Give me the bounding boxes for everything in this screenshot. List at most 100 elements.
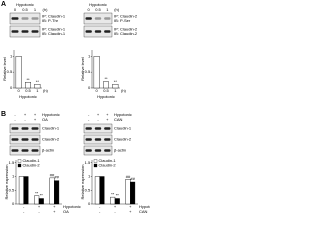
condition-name: CAN — [114, 117, 123, 122]
bar — [54, 180, 60, 205]
blot-label: β-actin — [114, 148, 126, 153]
bar — [114, 198, 120, 205]
significance: ## — [54, 175, 59, 180]
bar — [93, 56, 100, 89]
condition-name: Hypotonic — [139, 204, 150, 209]
blot-band — [104, 17, 111, 20]
blot-label: IP: Claudin-2 — [114, 26, 138, 31]
x-tick-label: 0 — [18, 88, 21, 93]
bar — [110, 196, 116, 205]
condition-sign: + — [24, 112, 27, 117]
blot-label: IB: Claudin-1 — [42, 31, 66, 36]
legend-label: Claudin-1 — [23, 158, 41, 163]
y-tick-label: 0 — [10, 85, 13, 90]
bar — [23, 176, 29, 205]
blot-label: IB: P-Thr — [42, 18, 59, 23]
legend-swatch — [17, 163, 22, 168]
significance: ** — [35, 190, 39, 195]
condition-sign: - — [114, 209, 116, 214]
blot-band — [21, 127, 29, 130]
condition-sign: + — [53, 209, 56, 214]
condition-sign: + — [129, 204, 132, 209]
significance: ** — [36, 79, 40, 84]
blot-band — [94, 149, 102, 152]
y-tick-label: 1.5 — [9, 160, 15, 165]
condition-sign: + — [34, 112, 37, 117]
blot-band — [21, 138, 29, 141]
blot-label: IB: Claudin-2 — [114, 31, 138, 36]
legend-swatch — [17, 159, 22, 163]
bar — [49, 177, 55, 205]
significance: ## — [50, 172, 55, 177]
blot-label: IP: Claudin-1 — [42, 13, 66, 18]
blot-label: Claudin-2 — [114, 137, 132, 142]
x-axis-label: Hypotonic — [19, 94, 37, 99]
blot-band — [11, 127, 19, 130]
condition-sign: + — [129, 209, 132, 214]
condition-name: OA — [42, 117, 48, 122]
bar — [94, 176, 100, 205]
blot-band — [11, 17, 19, 20]
bar — [34, 195, 40, 205]
lane-label: 0 — [14, 7, 17, 12]
lane-label: 0.5 — [95, 7, 101, 12]
bar — [125, 179, 131, 205]
bar — [99, 176, 105, 205]
blot-band — [31, 30, 39, 33]
y-tick-label: 0.5 — [85, 69, 91, 74]
lane-label: 1 — [106, 7, 109, 12]
y-axis-label: Relative expression — [80, 165, 85, 200]
blot-band — [94, 138, 102, 141]
blot-band — [85, 17, 92, 20]
blot-label: β-actin — [42, 148, 54, 153]
blot-label: IB: P-Ser — [114, 18, 131, 23]
x-unit: (h) — [43, 88, 49, 93]
condition-name: CAN — [139, 209, 148, 214]
blot-band — [94, 30, 102, 33]
bar — [25, 82, 32, 89]
blot-band — [31, 127, 39, 130]
x-axis-label: Hypotonic — [97, 94, 115, 99]
significance: ** — [26, 77, 30, 82]
y-tick-label: 1 — [88, 174, 91, 179]
bar — [38, 198, 44, 205]
blot-band — [31, 17, 39, 20]
condition-sign: - — [38, 209, 40, 214]
blot-band — [11, 30, 19, 33]
y-tick-label: 1.5 — [85, 160, 91, 165]
bar — [18, 176, 24, 205]
blot-band — [104, 30, 111, 33]
condition-sign: - — [23, 209, 25, 214]
condition-sign: + — [114, 204, 117, 209]
condition-name: Hypotonic — [114, 112, 132, 117]
blot-band — [94, 17, 102, 20]
bar — [34, 83, 41, 89]
blot-band — [104, 138, 111, 141]
condition-sign: + — [97, 112, 100, 117]
significance: ** — [111, 192, 115, 197]
condition-sign: - — [24, 117, 26, 122]
condition-sign: - — [88, 112, 90, 117]
significance: ** — [104, 76, 108, 81]
legend-swatch — [93, 163, 98, 168]
y-tick-label: 0.5 — [85, 187, 91, 192]
y-tick-label: 0.5 — [9, 187, 15, 192]
lane-label: (h) — [43, 7, 49, 12]
blot-band — [21, 17, 29, 20]
significance: ** — [116, 193, 120, 198]
blot-label: IP: Claudin-2 — [114, 13, 138, 18]
y-axis-label: Relative level — [80, 57, 85, 81]
condition-sign: - — [88, 117, 90, 122]
lane-label: 0.5 — [22, 7, 28, 12]
y-axis-label: Relative level — [2, 57, 7, 81]
condition-sign: - — [14, 112, 16, 117]
blot-band — [85, 138, 92, 141]
bar — [112, 83, 119, 89]
condition-sign: - — [14, 117, 16, 122]
condition-sign: + — [38, 204, 41, 209]
condition-sign: - — [99, 209, 101, 214]
bar — [15, 56, 22, 89]
x-tick-label: 1 — [36, 88, 39, 93]
y-tick-label: 1 — [88, 53, 91, 58]
